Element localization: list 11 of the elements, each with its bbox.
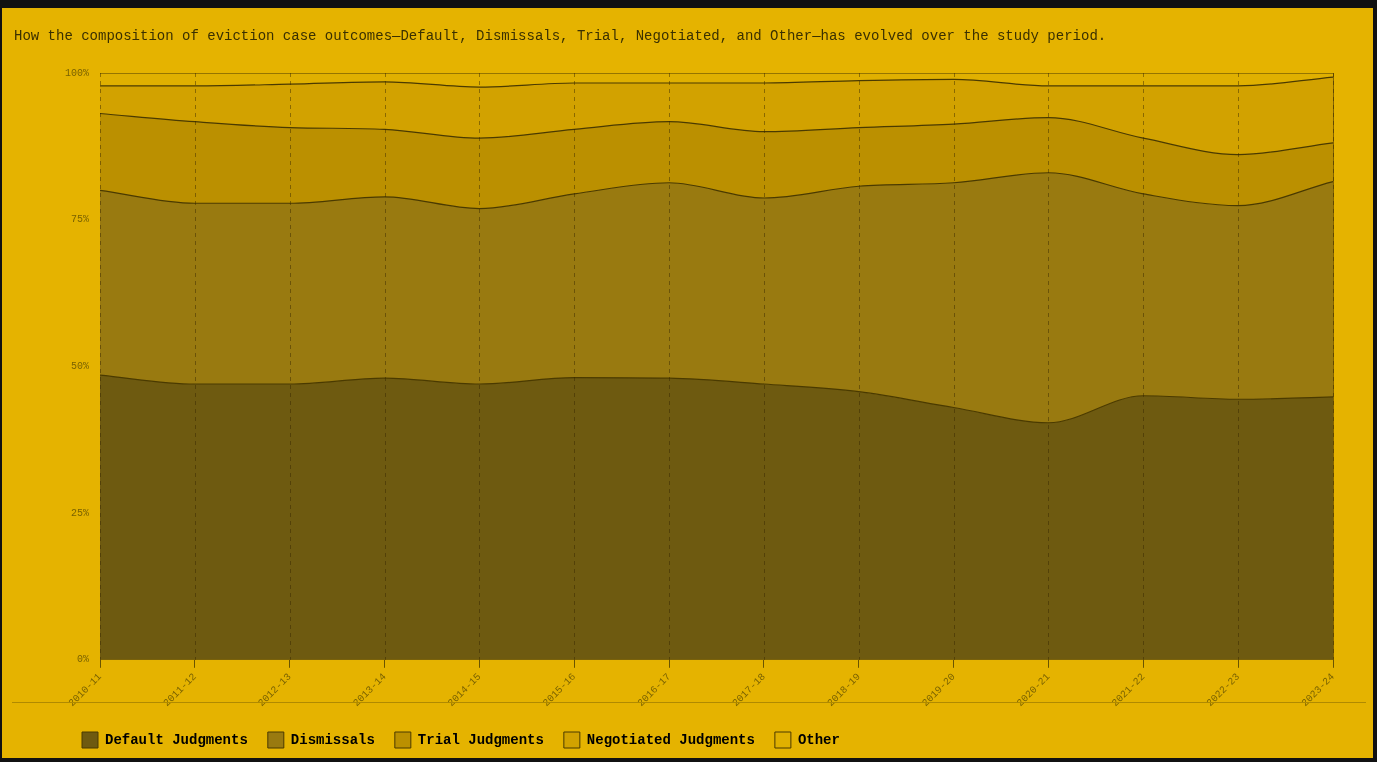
legend-label: Default Judgments: [105, 731, 248, 748]
legend-label: Trial Judgments: [417, 731, 544, 748]
y-tick-label: 0%: [76, 654, 89, 666]
legend-label: Dismissals: [290, 731, 375, 748]
legend-label: Other: [797, 731, 840, 748]
y-tick-label: 75%: [70, 214, 89, 226]
y-tick-label: 50%: [70, 361, 89, 373]
legend-label: Negotiated Judgments: [586, 731, 755, 748]
y-tick-label: 25%: [70, 507, 89, 519]
y-tick-label: 100%: [64, 67, 89, 79]
chart-title: How the composition of eviction case outcomes—Default, Dismissals, Trial, Negotiated, and Other—has evolved over the study period.: [14, 28, 1107, 44]
